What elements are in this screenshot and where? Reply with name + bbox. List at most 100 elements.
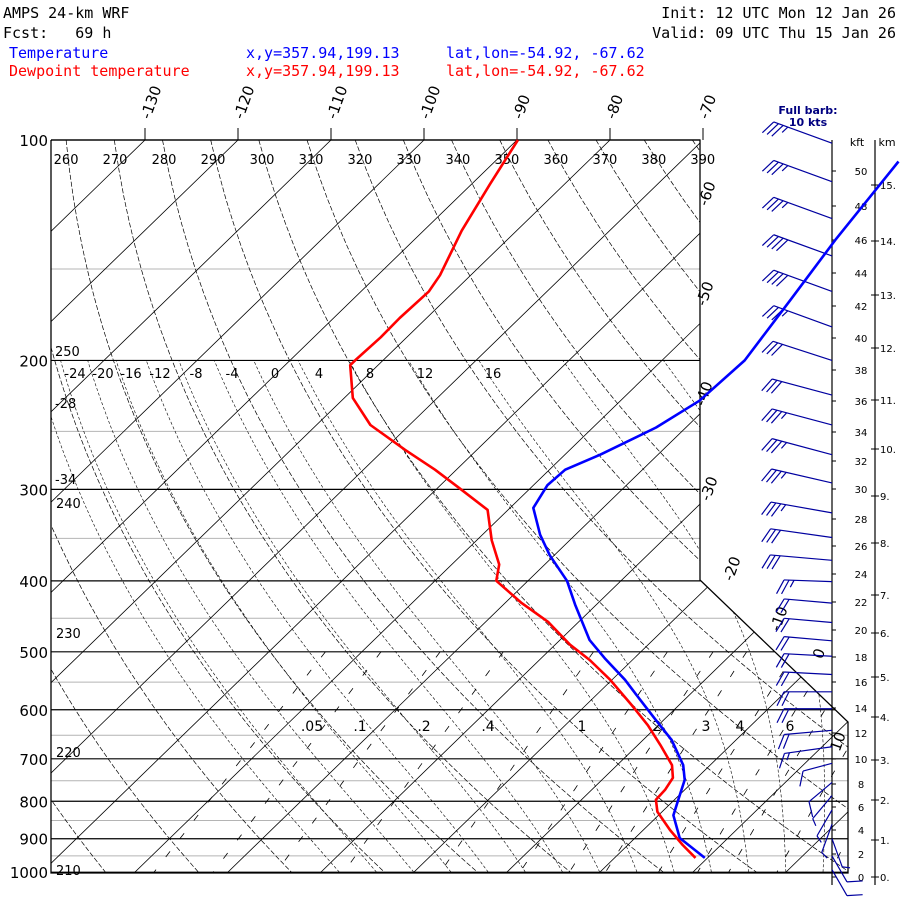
barb-note-line2: 10 kts <box>789 116 828 129</box>
dry-adiabat <box>740 140 848 873</box>
km-label: 4. <box>880 713 890 724</box>
barb-feather <box>780 636 790 651</box>
left-edge-label: 250 <box>55 345 80 360</box>
barb-feather <box>761 269 775 282</box>
km-label: 6. <box>880 629 890 640</box>
barb-feather <box>782 733 790 749</box>
barb-feather <box>775 618 785 632</box>
isotherm <box>51 140 332 873</box>
wind-barb <box>775 617 833 633</box>
barb-shaft <box>770 528 833 539</box>
dry-adiabat-label: 310 <box>299 153 324 168</box>
barb-feather <box>761 305 775 317</box>
wind-barb <box>821 824 833 859</box>
barb-feather <box>761 234 775 246</box>
isotherm-top-label: -120 <box>230 83 259 121</box>
barb-feather <box>766 198 779 211</box>
dry-adiabat <box>354 140 848 873</box>
barb-shaft <box>784 653 833 657</box>
barb-feather <box>781 201 789 209</box>
legend-dewpoint-latlon: lat,lon=-54.92, -67.62 <box>446 62 645 80</box>
dry-adiabat-label: 350 <box>494 153 519 168</box>
barb-feather <box>761 160 775 172</box>
km-label: 12. <box>880 344 896 355</box>
wind-barb <box>816 809 833 843</box>
barb-shaft <box>831 855 848 883</box>
dry-adiabat <box>51 140 106 873</box>
barb-shaft <box>802 762 833 772</box>
wind-barb <box>776 691 832 707</box>
left-edge-label: 230 <box>56 627 81 642</box>
wind-barb <box>808 781 833 818</box>
barb-feather <box>781 691 790 707</box>
barb-feather <box>766 271 779 284</box>
dry-adiabat-label: 340 <box>446 153 471 168</box>
wind-barb <box>831 855 863 883</box>
dry-adiabat <box>51 140 385 873</box>
barb-feather <box>771 555 781 570</box>
dewpoint-profile <box>348 139 697 859</box>
kft-label: 40 <box>855 334 868 345</box>
barb-shaft <box>812 795 833 820</box>
barb-feather <box>770 440 783 454</box>
moist-adiabat <box>408 360 712 873</box>
barb-feather <box>766 123 779 135</box>
dry-adiabat-label: 360 <box>543 153 568 168</box>
wind-barb <box>761 438 833 456</box>
wind-barb <box>761 234 833 257</box>
barb-feather <box>770 470 782 484</box>
kft-label: 8 <box>858 780 864 791</box>
barb-feather <box>761 196 775 209</box>
isotherm-side-label: 0 <box>809 646 829 661</box>
isotherm <box>319 140 848 873</box>
barb-feather <box>766 306 779 319</box>
barb-feather <box>766 502 777 516</box>
barb-feather <box>766 529 777 543</box>
barb-feather <box>780 471 787 479</box>
moist-adiabat <box>663 360 825 873</box>
barb-shaft <box>831 869 848 896</box>
barb-feather <box>770 381 783 394</box>
barb-feather <box>761 501 772 516</box>
barb-shaft <box>773 269 833 293</box>
barb-shaft <box>773 159 833 183</box>
barb-feather <box>846 880 863 883</box>
mixing-ratio-label: .1 <box>353 719 366 735</box>
isotherm <box>691 140 848 873</box>
dry-adiabat-label: 260 <box>54 153 79 168</box>
mixing-ratio-line <box>568 651 714 873</box>
diagram-frame <box>50 139 849 874</box>
dry-adiabat <box>51 140 292 873</box>
barb-feather <box>775 653 785 668</box>
barb-shaft <box>784 729 833 736</box>
km-label: 9. <box>880 492 890 503</box>
isotherm <box>51 140 425 873</box>
kft-label: 26 <box>855 542 868 553</box>
isotherm-top-label: -110 <box>323 83 352 121</box>
km-label: 3. <box>880 756 890 767</box>
pressure-label: 300 <box>19 481 48 499</box>
barb-shaft <box>784 617 833 624</box>
km-label: 0. <box>880 873 890 884</box>
barb-feather <box>781 708 790 723</box>
barb-feather <box>771 237 784 250</box>
barb-shaft <box>784 598 833 604</box>
wind-barb <box>778 746 833 769</box>
barb-shaft <box>770 554 833 561</box>
kft-label: 34 <box>855 428 868 439</box>
left-edge-label: 210 <box>56 864 81 879</box>
km-label: 1. <box>880 836 890 847</box>
kft-label: 24 <box>855 570 868 581</box>
barb-shaft <box>773 121 833 144</box>
isotherm-top-label: -70 <box>695 92 720 121</box>
wind-barb <box>775 671 833 687</box>
mixing-ratio-label: 1 <box>578 719 587 735</box>
moist-adiabat-label: 12 <box>417 367 434 382</box>
barb-shaft <box>808 781 833 803</box>
kft-label: 22 <box>855 598 868 609</box>
frame-border <box>50 139 849 874</box>
barb-feather <box>776 579 785 594</box>
isotherm <box>51 140 239 873</box>
legend-temperature-name: Temperature <box>9 44 109 62</box>
